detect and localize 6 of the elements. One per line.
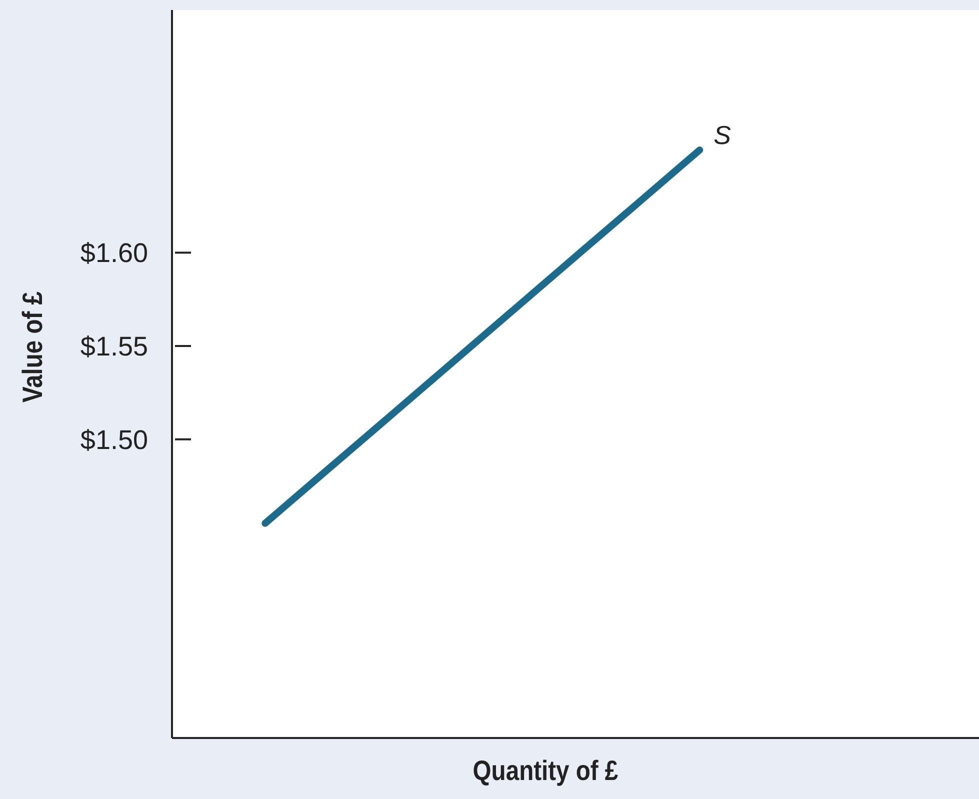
series-label: S	[714, 120, 732, 150]
y-tick-label: $1.55	[80, 331, 148, 362]
x-axis-title: Quantity of £	[472, 754, 619, 786]
y-axis-title: Value of £	[16, 290, 48, 403]
y-tick-label: $1.60	[80, 238, 148, 268]
y-tick-label: $1.50	[80, 424, 148, 455]
